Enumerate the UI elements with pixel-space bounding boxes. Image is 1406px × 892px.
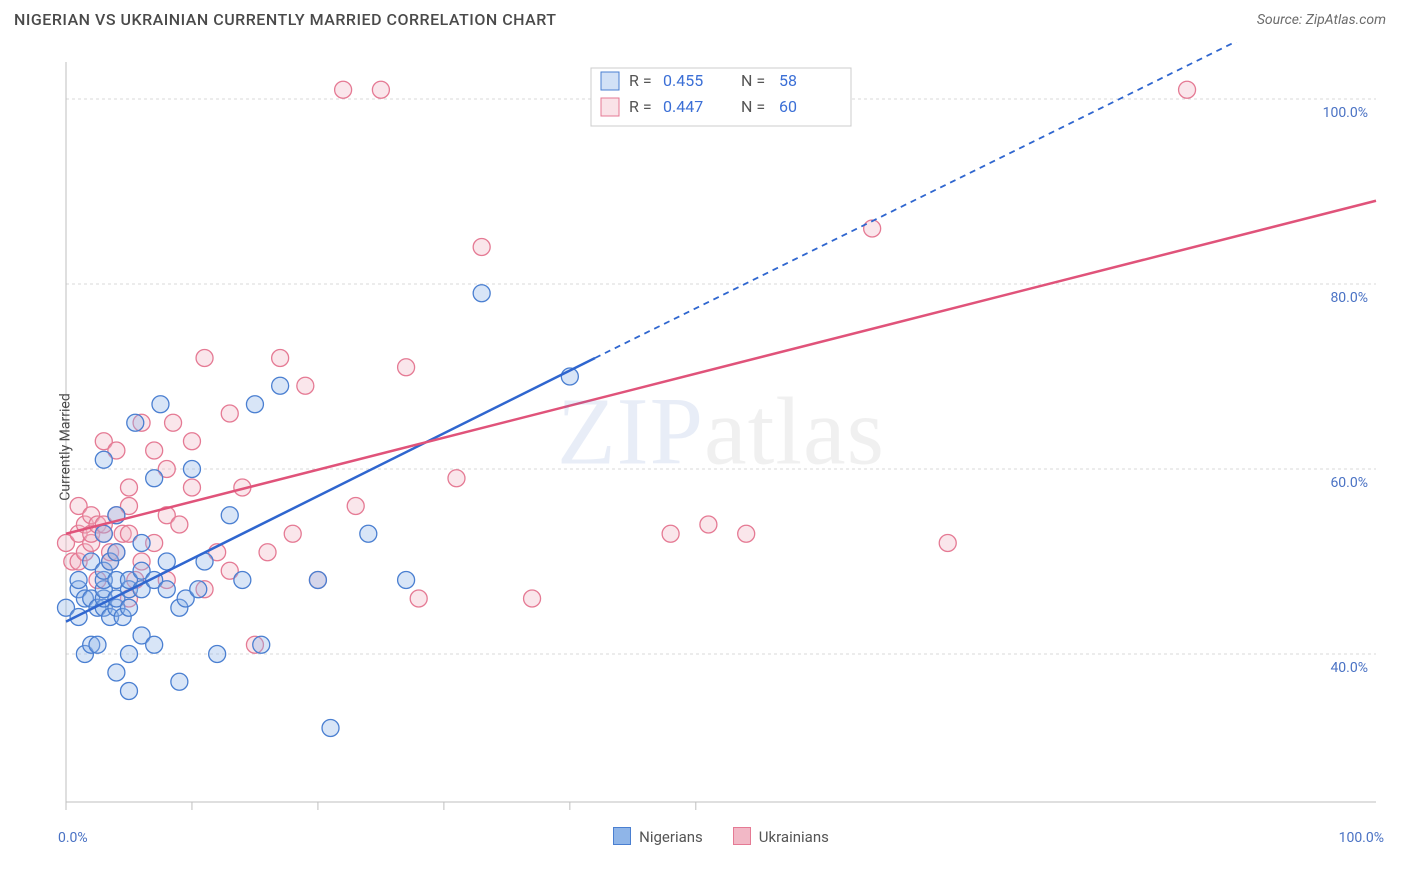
y-tick-label: 80.0% <box>1330 290 1368 306</box>
data-point-ukrainians <box>120 479 137 496</box>
data-point-nigerians <box>127 414 144 431</box>
chart-title: NIGERIAN VS UKRAINIAN CURRENTLY MARRIED … <box>14 10 557 29</box>
data-point-nigerians <box>146 636 163 653</box>
data-point-ukrainians <box>864 220 881 237</box>
data-point-ukrainians <box>662 525 679 542</box>
legend-n-value: 60 <box>779 97 797 116</box>
data-point-nigerians <box>171 673 188 690</box>
legend-swatch <box>601 72 619 90</box>
header: NIGERIAN VS UKRAINIAN CURRENTLY MARRIED … <box>0 0 1406 35</box>
data-point-ukrainians <box>372 81 389 98</box>
data-point-ukrainians <box>146 442 163 459</box>
data-point-ukrainians <box>297 377 314 394</box>
legend-n-value: 58 <box>779 71 797 90</box>
data-point-ukrainians <box>473 239 490 256</box>
data-point-ukrainians <box>410 590 427 607</box>
data-point-ukrainians <box>272 350 289 367</box>
data-point-nigerians <box>120 646 137 663</box>
data-point-ukrainians <box>939 535 956 552</box>
data-point-nigerians <box>146 470 163 487</box>
trendline-nigerians <box>66 358 595 622</box>
data-point-ukrainians <box>165 414 182 431</box>
data-point-nigerians <box>246 396 263 413</box>
data-point-nigerians <box>158 581 175 598</box>
data-point-ukrainians <box>183 433 200 450</box>
data-point-ukrainians <box>259 544 276 561</box>
data-point-ukrainians <box>524 590 541 607</box>
data-point-ukrainians <box>171 516 188 533</box>
data-point-ukrainians <box>347 498 364 515</box>
scatter-chart: 40.0% 60.0% 80.0% 100.0% R = 0.455 N = 58 R = 0.4… <box>46 42 1396 852</box>
data-point-nigerians <box>398 572 415 589</box>
data-point-ukrainians <box>1179 81 1196 98</box>
data-point-ukrainians <box>196 350 213 367</box>
data-point-nigerians <box>190 581 207 598</box>
trendline-ukrainians <box>66 201 1376 534</box>
data-point-nigerians <box>473 285 490 302</box>
legend-r-label: R = <box>629 71 652 90</box>
legend-swatch <box>601 98 619 116</box>
data-point-nigerians <box>183 461 200 478</box>
data-point-nigerians <box>108 664 125 681</box>
data-point-ukrainians <box>335 81 352 98</box>
source-label: Source: ZipAtlas.com <box>1257 12 1386 28</box>
y-tick-label: 60.0% <box>1330 475 1368 491</box>
data-point-nigerians <box>95 451 112 468</box>
data-point-nigerians <box>152 396 169 413</box>
data-point-nigerians <box>133 535 150 552</box>
legend-r-value: 0.447 <box>663 97 703 116</box>
legend-swatch-ukrainians <box>733 827 751 845</box>
legend-swatch-nigerians <box>613 827 631 845</box>
y-tick-label: 100.0% <box>1323 105 1368 121</box>
data-point-ukrainians <box>738 525 755 542</box>
data-point-nigerians <box>70 572 87 589</box>
data-point-ukrainians <box>183 479 200 496</box>
data-point-nigerians <box>209 646 226 663</box>
chart-container: Currently Married ZIPatlas 40.0%60.0%80.… <box>46 42 1396 852</box>
y-tick-label: 40.0% <box>1330 660 1368 676</box>
data-point-nigerians <box>221 507 238 524</box>
data-point-nigerians <box>272 377 289 394</box>
data-point-nigerians <box>120 683 137 700</box>
legend-n-label: N = <box>741 71 765 90</box>
legend-item-nigerians: Nigerians <box>613 827 703 846</box>
legend-n-label: N = <box>741 97 765 116</box>
data-point-nigerians <box>253 636 270 653</box>
data-point-nigerians <box>120 599 137 616</box>
legend-item-ukrainians: Ukrainians <box>733 827 829 846</box>
y-axis-label: Currently Married <box>58 393 74 500</box>
legend-r-label: R = <box>629 97 652 116</box>
legend-r-value: 0.455 <box>663 71 703 90</box>
data-point-nigerians <box>234 572 251 589</box>
bottom-legend: Nigerians Ukrainians <box>46 827 1396 846</box>
data-point-nigerians <box>322 720 339 737</box>
data-point-ukrainians <box>448 470 465 487</box>
data-point-ukrainians <box>398 359 415 376</box>
data-point-nigerians <box>89 636 106 653</box>
data-point-ukrainians <box>284 525 301 542</box>
data-point-nigerians <box>309 572 326 589</box>
data-point-nigerians <box>108 544 125 561</box>
data-point-nigerians <box>360 525 377 542</box>
data-point-ukrainians <box>700 516 717 533</box>
data-point-ukrainians <box>221 405 238 422</box>
data-point-nigerians <box>95 525 112 542</box>
